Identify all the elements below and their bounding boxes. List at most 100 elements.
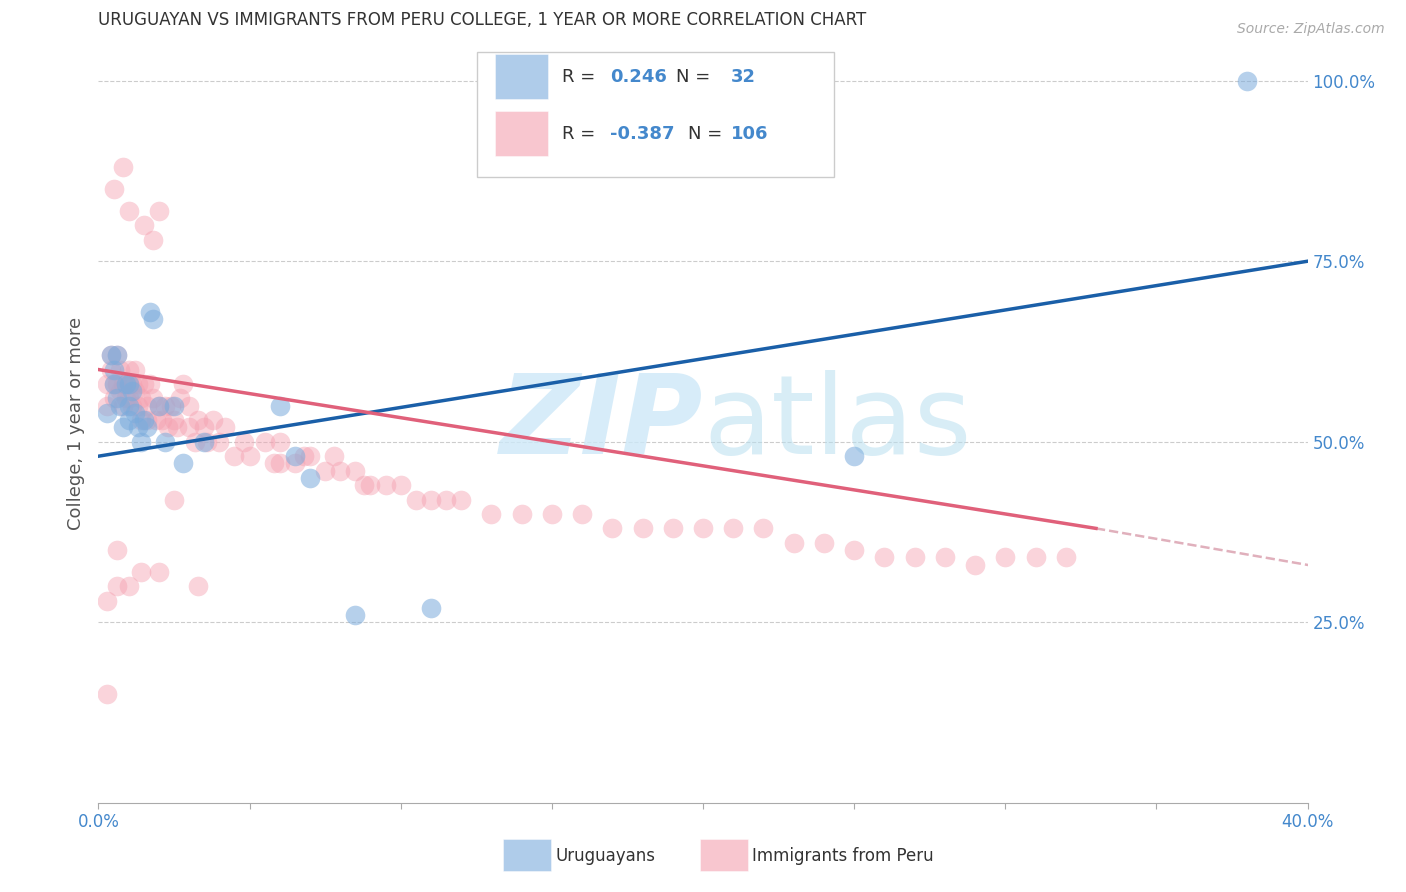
Point <box>105 348 128 362</box>
Point <box>873 550 896 565</box>
Point <box>420 492 443 507</box>
Point <box>374 478 396 492</box>
Point <box>284 457 307 471</box>
Point <box>172 376 194 391</box>
Point <box>148 399 170 413</box>
Text: ZIP: ZIP <box>499 370 703 477</box>
Point <box>187 579 209 593</box>
Point <box>904 550 927 565</box>
Point <box>129 413 152 427</box>
Point <box>118 376 141 391</box>
Point <box>965 558 987 572</box>
Point <box>323 449 346 463</box>
Point <box>127 399 149 413</box>
Point <box>239 449 262 463</box>
Point <box>150 413 173 427</box>
Point <box>224 449 246 463</box>
Point <box>105 579 128 593</box>
Point <box>1054 550 1077 565</box>
Point <box>299 449 322 463</box>
Point <box>450 492 472 507</box>
Point <box>100 348 122 362</box>
Point <box>121 376 143 391</box>
Point <box>813 536 835 550</box>
Point <box>163 399 186 413</box>
Point <box>118 203 141 218</box>
Point <box>269 434 291 449</box>
Point <box>142 312 165 326</box>
Point <box>405 492 427 507</box>
Point <box>160 399 183 413</box>
Point <box>344 464 367 478</box>
Point <box>193 434 215 449</box>
Point <box>139 305 162 319</box>
Point <box>202 413 225 427</box>
Point <box>253 434 276 449</box>
Point <box>353 478 375 492</box>
Text: 0.246: 0.246 <box>610 68 666 87</box>
Point <box>844 449 866 463</box>
Point <box>96 593 118 607</box>
Point <box>631 521 654 535</box>
Point <box>179 399 201 413</box>
Point <box>118 399 141 413</box>
Point <box>139 376 162 391</box>
Text: Source: ZipAtlas.com: Source: ZipAtlas.com <box>1237 22 1385 37</box>
Point <box>124 362 146 376</box>
Point <box>510 507 533 521</box>
Point <box>269 399 291 413</box>
Point <box>118 413 141 427</box>
Point <box>179 420 201 434</box>
Point <box>1236 73 1258 87</box>
Point <box>195 434 218 449</box>
Point <box>844 543 866 558</box>
Text: 106: 106 <box>731 125 768 143</box>
Point <box>389 478 412 492</box>
Point <box>96 399 118 413</box>
Point <box>208 434 231 449</box>
Point <box>723 521 745 535</box>
Point <box>129 434 152 449</box>
Point <box>124 406 146 420</box>
Point <box>114 376 136 391</box>
Point <box>132 218 155 232</box>
Point <box>135 413 157 427</box>
Point <box>127 420 149 434</box>
Text: Uruguayans: Uruguayans <box>555 847 655 865</box>
Point <box>100 348 122 362</box>
Point <box>284 449 307 463</box>
Point <box>148 203 170 218</box>
Text: -0.387: -0.387 <box>610 125 675 143</box>
Point <box>96 688 118 702</box>
Point <box>752 521 775 535</box>
Y-axis label: College, 1 year or more: College, 1 year or more <box>66 318 84 530</box>
Point <box>108 399 131 413</box>
Point <box>103 182 125 196</box>
Point <box>96 406 118 420</box>
Point <box>172 457 194 471</box>
Point <box>314 464 336 478</box>
Point <box>166 420 188 434</box>
Point <box>129 392 152 406</box>
Point <box>661 521 683 535</box>
Point <box>100 362 122 376</box>
Point <box>103 376 125 391</box>
Point <box>103 362 125 376</box>
Point <box>169 392 191 406</box>
Point <box>329 464 352 478</box>
Point <box>153 399 176 413</box>
Point <box>135 399 157 413</box>
Point <box>108 384 131 399</box>
Point <box>153 434 176 449</box>
Point <box>148 399 170 413</box>
Point <box>571 507 593 521</box>
Point <box>214 420 236 434</box>
Point <box>105 543 128 558</box>
Point <box>142 233 165 247</box>
Point <box>111 376 134 391</box>
Point <box>187 413 209 427</box>
FancyBboxPatch shape <box>495 54 548 99</box>
Point <box>145 413 167 427</box>
Point <box>118 362 141 376</box>
Text: R =: R = <box>561 125 600 143</box>
